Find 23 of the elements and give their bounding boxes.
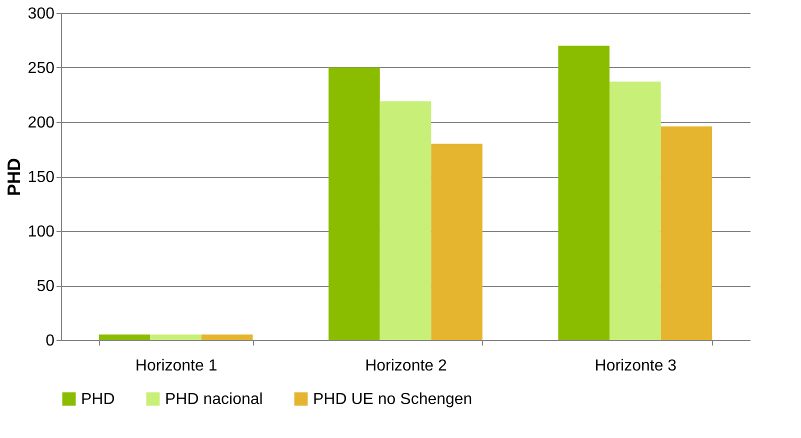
y-tick-label: 50 [36,278,55,295]
y-tick-label: 100 [28,224,55,240]
bar [660,126,712,340]
x-tick-label: Horizonte 3 [594,358,677,374]
y-tick-label: 300 [28,6,55,22]
bar [380,101,432,340]
bar [328,68,380,340]
x-tick-label: Horizonte 2 [365,358,448,374]
bar [558,46,610,340]
bar [201,334,253,340]
bar [150,334,202,340]
legend-label: PHD UE no Schengen [313,391,472,408]
bar [610,82,661,340]
y-tick-label: 200 [28,114,55,132]
y-tick-label: 150 [28,169,55,186]
y-tick-label: 250 [28,60,55,77]
y-tick-label: 0 [46,332,55,350]
x-tick-label: Horizonte 1 [135,358,218,374]
y-axis-title: PHD [4,158,24,196]
legend-label: PHD nacional [165,391,263,408]
bar [431,144,482,340]
legend-label: PHD [81,391,115,408]
bar [98,334,150,340]
